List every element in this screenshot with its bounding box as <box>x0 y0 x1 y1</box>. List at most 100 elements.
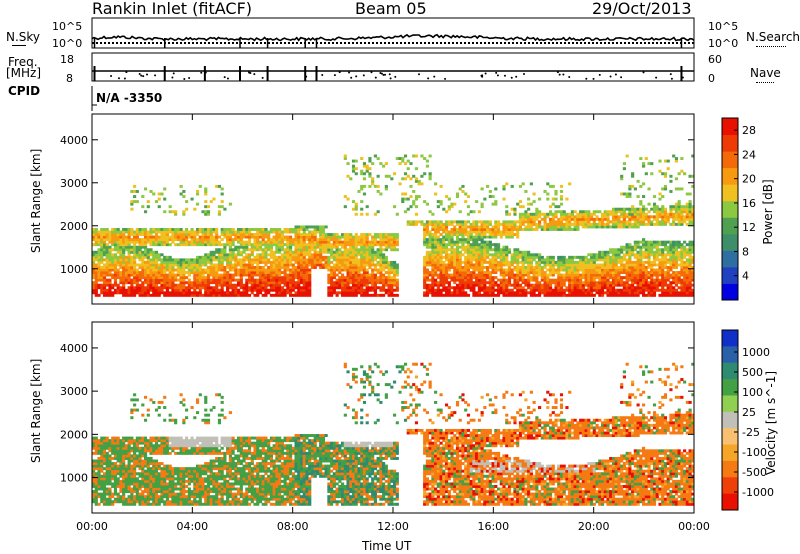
data-cell <box>611 273 616 277</box>
data-cell <box>439 238 443 242</box>
data-cell <box>507 283 512 287</box>
data-cell <box>376 184 380 188</box>
data-cell <box>393 273 397 277</box>
data-cell <box>253 268 257 272</box>
data-cell <box>436 286 440 290</box>
data-cell <box>442 286 446 290</box>
data-cell <box>642 238 646 242</box>
data-cell <box>600 217 605 221</box>
data-cell <box>160 283 164 287</box>
data-cell <box>464 240 468 244</box>
data-cell <box>206 228 211 231</box>
data-cell <box>395 286 399 290</box>
data-cell <box>92 271 96 274</box>
data-cell <box>108 286 112 290</box>
data-cell <box>573 255 577 259</box>
data-cell <box>409 220 413 224</box>
data-cell <box>302 245 306 249</box>
data-cell <box>209 255 213 259</box>
data-cell <box>341 286 345 290</box>
data-cell <box>165 263 170 267</box>
data-cell <box>455 293 460 297</box>
data-cell <box>450 240 454 244</box>
data-cell <box>488 235 492 239</box>
data-cell <box>376 268 380 272</box>
data-cell <box>420 222 424 226</box>
data-cell <box>444 233 449 236</box>
data-cell <box>152 228 156 231</box>
data-cell <box>412 190 416 193</box>
data-cell <box>362 268 367 272</box>
nave-dot <box>261 76 264 79</box>
data-cell <box>138 258 142 262</box>
data-cell <box>611 255 616 259</box>
data-cell <box>450 293 454 297</box>
data-cell <box>603 212 607 216</box>
data-cell <box>414 197 419 201</box>
data-cell <box>527 291 531 295</box>
data-cell <box>554 197 558 201</box>
data-cell <box>138 238 142 242</box>
data-cell <box>116 235 120 239</box>
data-cell <box>143 228 148 231</box>
data-cell <box>163 233 167 236</box>
data-cell <box>373 283 377 287</box>
data-cell <box>499 286 503 290</box>
data-cell <box>97 255 101 259</box>
data-cell <box>204 293 208 297</box>
data-cell <box>642 293 646 297</box>
data-cell <box>475 268 479 272</box>
data-cell <box>102 233 107 236</box>
data-cell <box>439 245 443 249</box>
data-cell <box>283 266 287 269</box>
data-cell <box>376 253 380 257</box>
data-cell <box>636 293 640 297</box>
data-cell <box>299 273 304 277</box>
data-cell <box>420 174 424 178</box>
data-cell <box>513 253 517 257</box>
data-cell <box>480 286 484 290</box>
data-cell <box>308 255 312 259</box>
data-cell <box>562 293 566 297</box>
data-cell <box>488 263 492 267</box>
data-cell <box>453 240 457 244</box>
data-cell <box>168 266 172 269</box>
data-cell <box>557 255 561 259</box>
data-cell <box>464 222 468 226</box>
data-cell <box>275 291 279 295</box>
data-cell <box>576 293 580 297</box>
data-cell <box>453 276 457 280</box>
data-cell <box>351 253 356 257</box>
data-cell <box>609 288 613 292</box>
data-cell <box>92 233 96 236</box>
data-cell <box>628 220 632 224</box>
data-cell <box>168 291 172 295</box>
data-cell <box>220 268 224 272</box>
data-cell <box>185 281 189 285</box>
data-cell <box>360 291 364 295</box>
data-cell <box>102 230 107 234</box>
data-cell <box>521 250 525 254</box>
nave-dot <box>394 75 397 78</box>
data-cell <box>628 187 632 191</box>
data-cell <box>130 248 134 252</box>
data-cell <box>373 293 377 297</box>
data-cell <box>494 235 498 239</box>
data-cell <box>557 273 561 277</box>
data-cell <box>557 276 561 280</box>
data-cell <box>198 260 202 264</box>
data-cell <box>480 260 484 264</box>
data-cell <box>127 266 131 269</box>
data-cell <box>305 248 309 252</box>
data-cell <box>258 253 263 257</box>
data-cell <box>250 228 254 231</box>
data-cell <box>652 260 657 264</box>
data-cell <box>193 240 197 244</box>
data-cell <box>548 205 553 209</box>
data-cell <box>625 195 629 198</box>
data-cell <box>321 250 325 254</box>
data-cell <box>354 260 358 264</box>
data-cell <box>387 263 391 267</box>
data-cell <box>565 293 569 297</box>
data-cell <box>565 271 569 274</box>
